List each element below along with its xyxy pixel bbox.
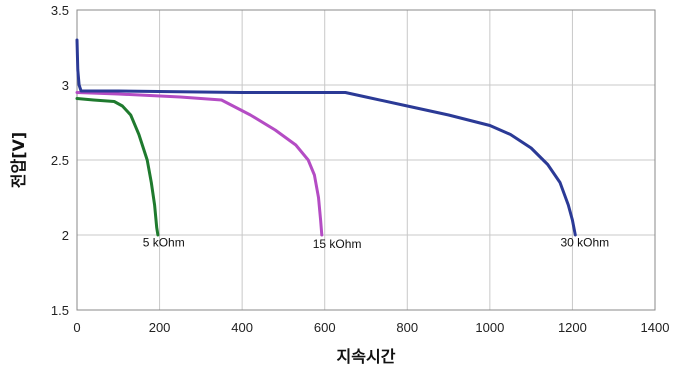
- x-tick-label: 400: [231, 320, 253, 335]
- plot-frame: [76, 9, 656, 311]
- x-axis-title: 지속시간: [337, 347, 396, 366]
- x-tick-label: 1200: [558, 320, 587, 335]
- series-label: 30 kOhm: [560, 236, 609, 250]
- x-tick-label: 0: [73, 320, 80, 335]
- y-tick-label: 3: [62, 78, 69, 93]
- series-group: [75, 38, 577, 237]
- series-line-0: [75, 97, 160, 237]
- x-tick-label: 600: [314, 320, 336, 335]
- x-tick-label: 800: [396, 320, 418, 335]
- y-tick-label: 2.5: [51, 153, 69, 168]
- grid: [76, 9, 656, 311]
- y-axis-ticks: 1.5 2 2.5 3 3.5: [51, 3, 69, 318]
- series-labels: 5 kOhm 15 kOhm 30 kOhm: [143, 236, 609, 252]
- x-tick-label: 1400: [641, 320, 670, 335]
- x-axis-ticks: 0 200 400 600 800 1000 1200 1400: [73, 320, 669, 335]
- y-tick-label: 1.5: [51, 303, 69, 318]
- series-line-1: [75, 91, 324, 237]
- series-line-2: [75, 38, 577, 237]
- x-tick-label: 1000: [475, 320, 504, 335]
- x-tick-label: 200: [149, 320, 171, 335]
- y-axis-title: 전압[V]: [9, 132, 28, 188]
- y-tick-label: 3.5: [51, 3, 69, 18]
- series-label: 15 kOhm: [313, 237, 362, 251]
- y-tick-label: 2: [62, 228, 69, 243]
- series-label: 5 kOhm: [143, 236, 185, 250]
